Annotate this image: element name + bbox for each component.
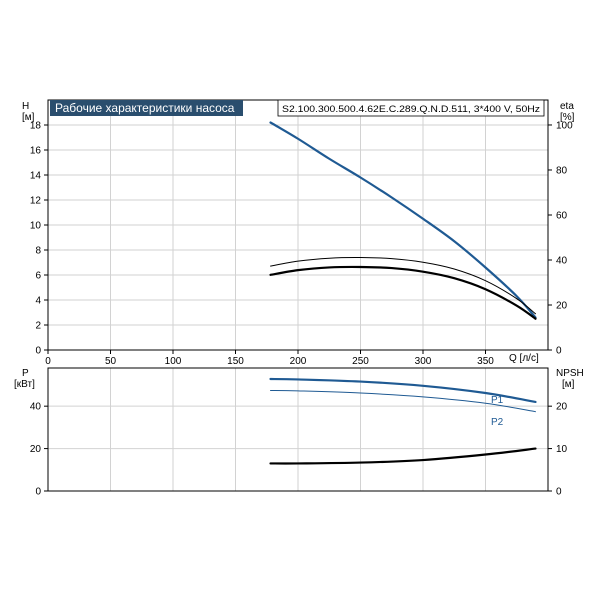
top-left-tick-label: 8 xyxy=(35,246,41,257)
series-label-p1: P1 xyxy=(491,395,504,406)
top-right-tick-label: 60 xyxy=(556,210,568,221)
bottom-right-tick-label: 20 xyxy=(556,402,568,413)
x-axis-label: Q [л/с] xyxy=(509,353,539,364)
x-tick-label: 200 xyxy=(290,356,307,367)
top-right-tick-label: 100 xyxy=(556,120,573,131)
top-left-tick-label: 16 xyxy=(30,146,42,157)
top-left-axis-label: H xyxy=(22,101,29,112)
bottom-plot-frame xyxy=(47,367,549,492)
top-right-tick-label: 40 xyxy=(556,255,568,266)
top-left-axis-unit: [м] xyxy=(22,112,35,123)
bottom-left-axis-unit: [кВт] xyxy=(14,379,35,390)
bottom-series-group xyxy=(269,377,537,465)
title-box xyxy=(50,100,243,116)
top-left-tick-label: 14 xyxy=(30,171,42,182)
bottom-series-line-2 xyxy=(269,447,537,465)
top-ticks: 0 2 4 6 8 10 12 14 16 18 0 20 40 60 80 100 0 50 100 150 200 2… xyxy=(30,120,573,367)
top-left-tick-label: 6 xyxy=(35,271,41,282)
top-left-tick-label: 0 xyxy=(35,346,41,357)
top-series-line-2 xyxy=(269,265,537,320)
bottom-left-tick-label: 20 xyxy=(30,444,42,455)
bottom-right-axis-unit: [м] xyxy=(562,379,575,390)
top-left-tick-label: 12 xyxy=(30,196,42,207)
x-tick-label: 250 xyxy=(352,356,369,367)
top-right-tick-label: 20 xyxy=(556,300,568,311)
bottom-ticks: 0 20 40 0 10 20 xyxy=(30,402,568,498)
top-right-axis-unit: [%] xyxy=(560,112,575,123)
top-left-tick-label: 18 xyxy=(30,121,42,132)
x-tick-label: 0 xyxy=(45,356,51,367)
top-left-tick-label: 2 xyxy=(35,321,41,332)
top-left-tick-label: 4 xyxy=(35,296,41,307)
top-left-tick-label: 10 xyxy=(30,221,42,232)
top-series-group xyxy=(269,121,537,320)
top-series-line-1 xyxy=(270,257,536,315)
bottom-grid xyxy=(48,368,548,491)
model-label: S2.100.300.500.4.62E.C.289.Q.N.D.511, 3*… xyxy=(282,104,540,115)
top-right-axis-label: eta xyxy=(560,101,574,112)
bottom-left-tick-label: 0 xyxy=(35,487,41,498)
chart-title: Рабочие характеристики насоса xyxy=(55,101,235,115)
series-label-p2: P2 xyxy=(491,417,504,428)
bottom-series-line-0 xyxy=(269,377,537,404)
x-tick-label: 100 xyxy=(165,356,182,367)
bottom-right-tick-label: 10 xyxy=(556,444,568,455)
top-right-tick-label: 80 xyxy=(556,165,568,176)
bottom-right-tick-label: 0 xyxy=(556,487,562,498)
model-box xyxy=(277,99,545,117)
bottom-right-axis-label: NPSH xyxy=(556,368,584,379)
x-tick-label: 300 xyxy=(415,356,432,367)
x-tick-label: 350 xyxy=(477,356,494,367)
top-series-line-0 xyxy=(269,121,537,319)
bottom-left-tick-label: 40 xyxy=(30,402,42,413)
top-right-tick-label: 0 xyxy=(556,346,562,357)
x-tick-label: 150 xyxy=(227,356,244,367)
bottom-series-line-1 xyxy=(270,389,536,413)
x-tick-label: 50 xyxy=(105,356,117,367)
bottom-left-axis-label: P xyxy=(22,368,29,379)
